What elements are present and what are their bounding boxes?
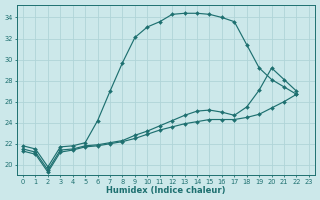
X-axis label: Humidex (Indice chaleur): Humidex (Indice chaleur) <box>106 186 226 195</box>
